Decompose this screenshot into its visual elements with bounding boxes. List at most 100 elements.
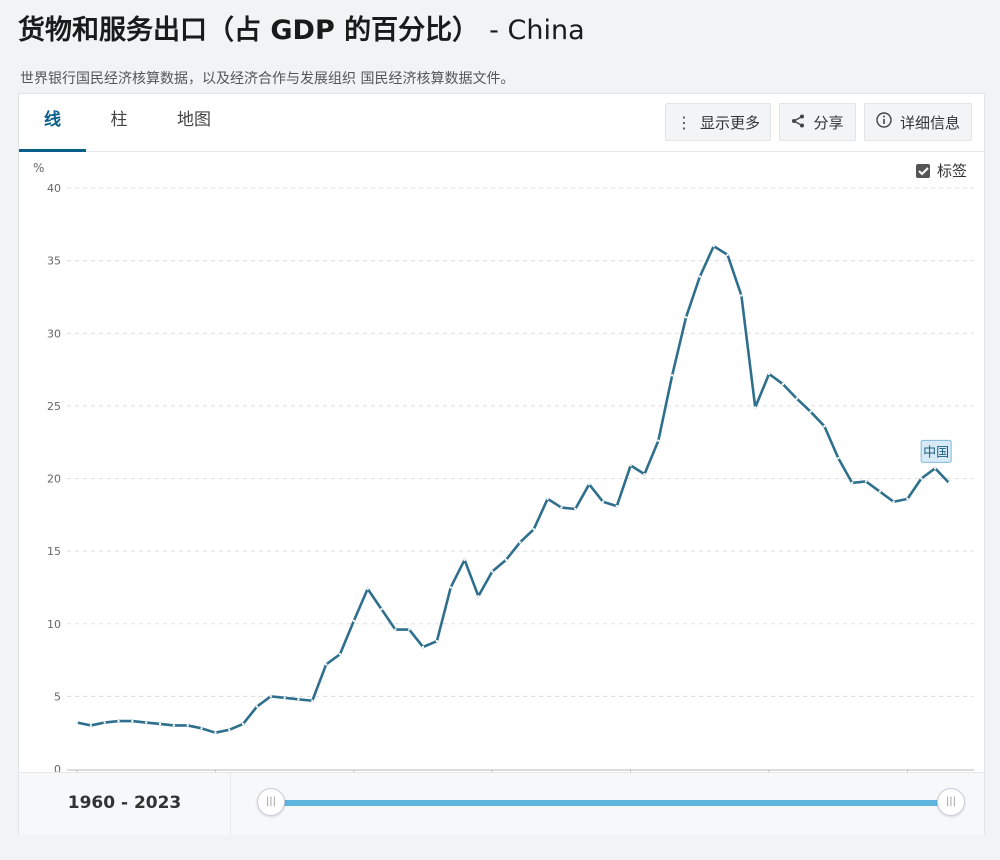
series-label-box <box>920 439 952 463</box>
data-point[interactable] <box>740 294 743 297</box>
data-point[interactable] <box>684 316 688 319</box>
data-point[interactable] <box>158 722 162 726</box>
data-point[interactable] <box>297 698 300 701</box>
data-point[interactable] <box>463 558 466 562</box>
range-start-handle[interactable]: ||| <box>257 788 285 816</box>
data-point[interactable] <box>823 425 826 428</box>
data-point[interactable] <box>311 699 314 702</box>
data-point[interactable] <box>75 721 79 724</box>
data-point[interactable] <box>920 477 923 480</box>
details-button[interactable]: 详细信息 <box>864 103 972 141</box>
share-button[interactable]: 分享 <box>779 103 856 141</box>
data-point[interactable] <box>906 497 909 501</box>
show-more-button[interactable]: ⋮ 显示更多 <box>665 103 771 141</box>
data-point[interactable] <box>324 663 328 666</box>
data-point[interactable] <box>338 653 342 656</box>
info-icon <box>876 112 892 132</box>
data-point[interactable] <box>477 594 480 598</box>
data-point[interactable] <box>615 504 619 508</box>
data-point[interactable] <box>380 608 383 611</box>
range-slider-track[interactable] <box>271 800 951 806</box>
data-point[interactable] <box>837 456 840 460</box>
data-point[interactable] <box>172 724 176 727</box>
data-point[interactable] <box>947 481 951 485</box>
data-point[interactable] <box>89 724 93 727</box>
data-point[interactable] <box>726 253 729 257</box>
data-point[interactable] <box>560 506 563 509</box>
data-point[interactable] <box>407 628 411 631</box>
y-tick-label: 35 <box>47 255 61 268</box>
data-point[interactable] <box>587 483 591 486</box>
labels-checkbox[interactable] <box>916 164 930 178</box>
data-point[interactable] <box>352 619 356 623</box>
data-point[interactable] <box>366 587 369 591</box>
checkmark-icon <box>918 167 929 176</box>
data-point[interactable] <box>878 490 881 493</box>
range-end-handle[interactable]: ||| <box>937 788 965 816</box>
share-icon <box>791 113 805 132</box>
data-point[interactable] <box>491 570 494 573</box>
y-tick-label: 0 <box>54 763 61 772</box>
data-point[interactable] <box>269 695 272 698</box>
data-point[interactable] <box>601 500 605 503</box>
time-range-footer: 1960 - 2023 ||| ||| <box>19 772 984 835</box>
data-point[interactable] <box>629 464 632 467</box>
data-point[interactable] <box>643 472 646 476</box>
series-line-china <box>76 244 950 734</box>
data-point[interactable] <box>781 382 785 386</box>
series-label-china: 中国 <box>923 445 949 460</box>
y-tick-label: 20 <box>47 473 61 486</box>
data-point[interactable] <box>200 727 203 730</box>
data-point[interactable] <box>186 724 189 727</box>
more-vertical-icon: ⋮ <box>675 112 692 132</box>
data-point[interactable] <box>795 397 798 400</box>
data-point[interactable] <box>712 244 715 248</box>
data-point[interactable] <box>892 500 895 503</box>
data-point[interactable] <box>850 481 854 485</box>
data-point[interactable] <box>241 722 245 726</box>
y-tick-label: 30 <box>47 327 61 340</box>
labels-toggle[interactable]: 标签 <box>916 162 967 180</box>
data-point[interactable] <box>255 705 259 708</box>
tab-line[interactable]: 线 <box>19 94 86 152</box>
source-note: 世界银行国民经济核算数据，以及经济合作与发展组织 国民经济核算数据文件。 <box>20 71 515 87</box>
country-name: - China <box>489 15 585 46</box>
data-point[interactable] <box>754 406 757 409</box>
data-point[interactable] <box>117 719 120 723</box>
y-tick-label: 15 <box>47 545 61 558</box>
data-point[interactable] <box>283 696 286 700</box>
data-point[interactable] <box>103 721 106 724</box>
data-point[interactable] <box>228 728 231 731</box>
chart-type-tabs: 线 柱 地图 ⋮ 显示更多 分享 详细信息 <box>19 94 984 152</box>
data-point[interactable] <box>449 586 452 589</box>
y-tick-label: 25 <box>47 400 61 413</box>
page-title: 货物和服务出口（占 GDP 的百分比） - China <box>18 15 585 46</box>
data-point[interactable] <box>421 645 425 649</box>
tab-bar[interactable]: 柱 <box>110 110 128 130</box>
y-tick-label: 10 <box>47 618 61 631</box>
year-range-label: 1960 - 2023 <box>19 773 231 835</box>
data-point[interactable] <box>574 507 577 511</box>
y-tick-label: 40 <box>47 182 61 195</box>
y-axis-label: % <box>33 161 44 175</box>
data-point[interactable] <box>767 372 771 376</box>
data-point[interactable] <box>145 721 148 724</box>
data-point[interactable] <box>864 480 868 483</box>
data-point[interactable] <box>504 558 508 562</box>
data-point[interactable] <box>518 541 522 544</box>
data-point[interactable] <box>809 410 812 413</box>
data-point[interactable] <box>670 374 674 377</box>
y-tick-label: 5 <box>54 690 61 703</box>
tab-map[interactable]: 地图 <box>177 110 211 130</box>
labels-toggle-label: 标签 <box>937 162 967 180</box>
data-point[interactable] <box>394 628 397 631</box>
data-point[interactable] <box>131 719 134 723</box>
data-point[interactable] <box>698 275 702 278</box>
data-point[interactable] <box>657 439 660 442</box>
data-point[interactable] <box>933 467 937 470</box>
data-point[interactable] <box>546 497 549 501</box>
data-point[interactable] <box>435 639 439 643</box>
data-point[interactable] <box>214 731 217 734</box>
data-point[interactable] <box>532 528 535 531</box>
